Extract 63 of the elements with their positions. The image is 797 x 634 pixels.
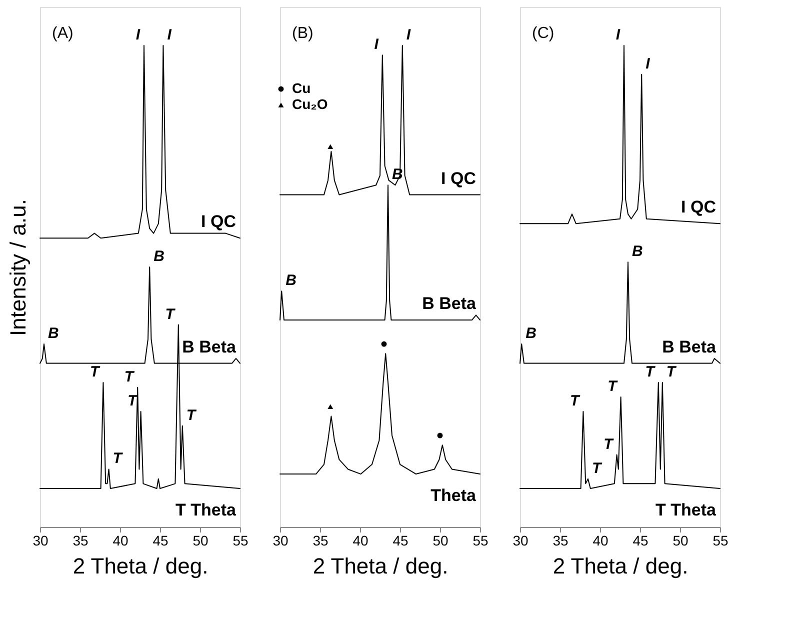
annotation: T: [186, 406, 198, 424]
text: (A): [52, 25, 74, 42]
series-label: Theta: [430, 486, 477, 506]
x-tick-label: 40: [352, 532, 368, 548]
x-tick-label: 45: [632, 532, 648, 548]
series-label: I QC: [681, 198, 716, 217]
point: [328, 144, 334, 149]
annotation: T: [128, 392, 139, 410]
x-tick-label: 45: [152, 532, 168, 548]
annotation: T: [608, 378, 619, 395]
annotation: I: [136, 26, 141, 44]
annotation: B: [48, 325, 59, 342]
point: [328, 404, 334, 409]
x-tick-label: 30: [272, 532, 288, 548]
x-tick-label: 40: [592, 532, 608, 548]
x-tick-label: 55: [472, 532, 488, 548]
annotation: B: [154, 248, 165, 265]
annotation: T: [112, 450, 124, 468]
x-tick-label: 50: [192, 532, 208, 548]
x-tick-label: 55: [232, 532, 248, 548]
annotation: I: [406, 26, 412, 44]
series-label: B Beta: [422, 294, 477, 313]
x-tick-label: 50: [432, 532, 448, 548]
y-axis-title: Intensity / a.u.: [6, 199, 30, 336]
annotation: B: [632, 243, 643, 260]
annotation: I: [646, 55, 651, 72]
series-label: B Beta: [182, 337, 237, 356]
series-label: T Theta: [176, 500, 237, 520]
legend-label: Cu: [292, 80, 311, 96]
annotation: T: [570, 392, 582, 410]
text: (B): [292, 25, 314, 42]
x-tick-label: 55: [712, 532, 728, 548]
x-tick-label: 35: [312, 532, 328, 548]
x-tick-label: 30: [512, 532, 528, 548]
annotation: T: [124, 368, 136, 386]
series-label: T Theta: [656, 500, 717, 520]
series-label: B Beta: [662, 337, 717, 356]
annotation: T: [165, 306, 176, 323]
x-tick-label: 50: [672, 532, 688, 548]
annotation: T: [90, 364, 102, 381]
series-label: I QC: [441, 168, 476, 188]
x-tick-label: 35: [552, 532, 568, 548]
annotation: I: [616, 26, 621, 44]
annotation: T: [604, 436, 615, 453]
annotation: I: [374, 36, 380, 54]
x-tick-label: 45: [392, 532, 408, 548]
annotation: T: [645, 364, 656, 381]
annotation: T: [592, 460, 603, 477]
series-label: I QC: [201, 212, 236, 232]
annotation: T: [666, 364, 678, 381]
x-tick-label: 35: [72, 532, 88, 548]
point: [437, 432, 443, 438]
legend-label: Cu₂O: [292, 96, 328, 112]
x-tick-label: 40: [112, 532, 128, 548]
x-tick-label: 30: [32, 532, 48, 548]
x-axis-title: 2 Theta / deg.: [72, 554, 208, 578]
annotation: I: [167, 26, 172, 44]
point: [381, 341, 387, 347]
text: (C): [532, 25, 554, 42]
annotation: B: [286, 272, 297, 290]
annotation: B: [526, 325, 537, 342]
x-axis-title: 2 Theta / deg.: [312, 554, 448, 578]
x-axis-title: 2 Theta / deg.: [552, 554, 688, 578]
